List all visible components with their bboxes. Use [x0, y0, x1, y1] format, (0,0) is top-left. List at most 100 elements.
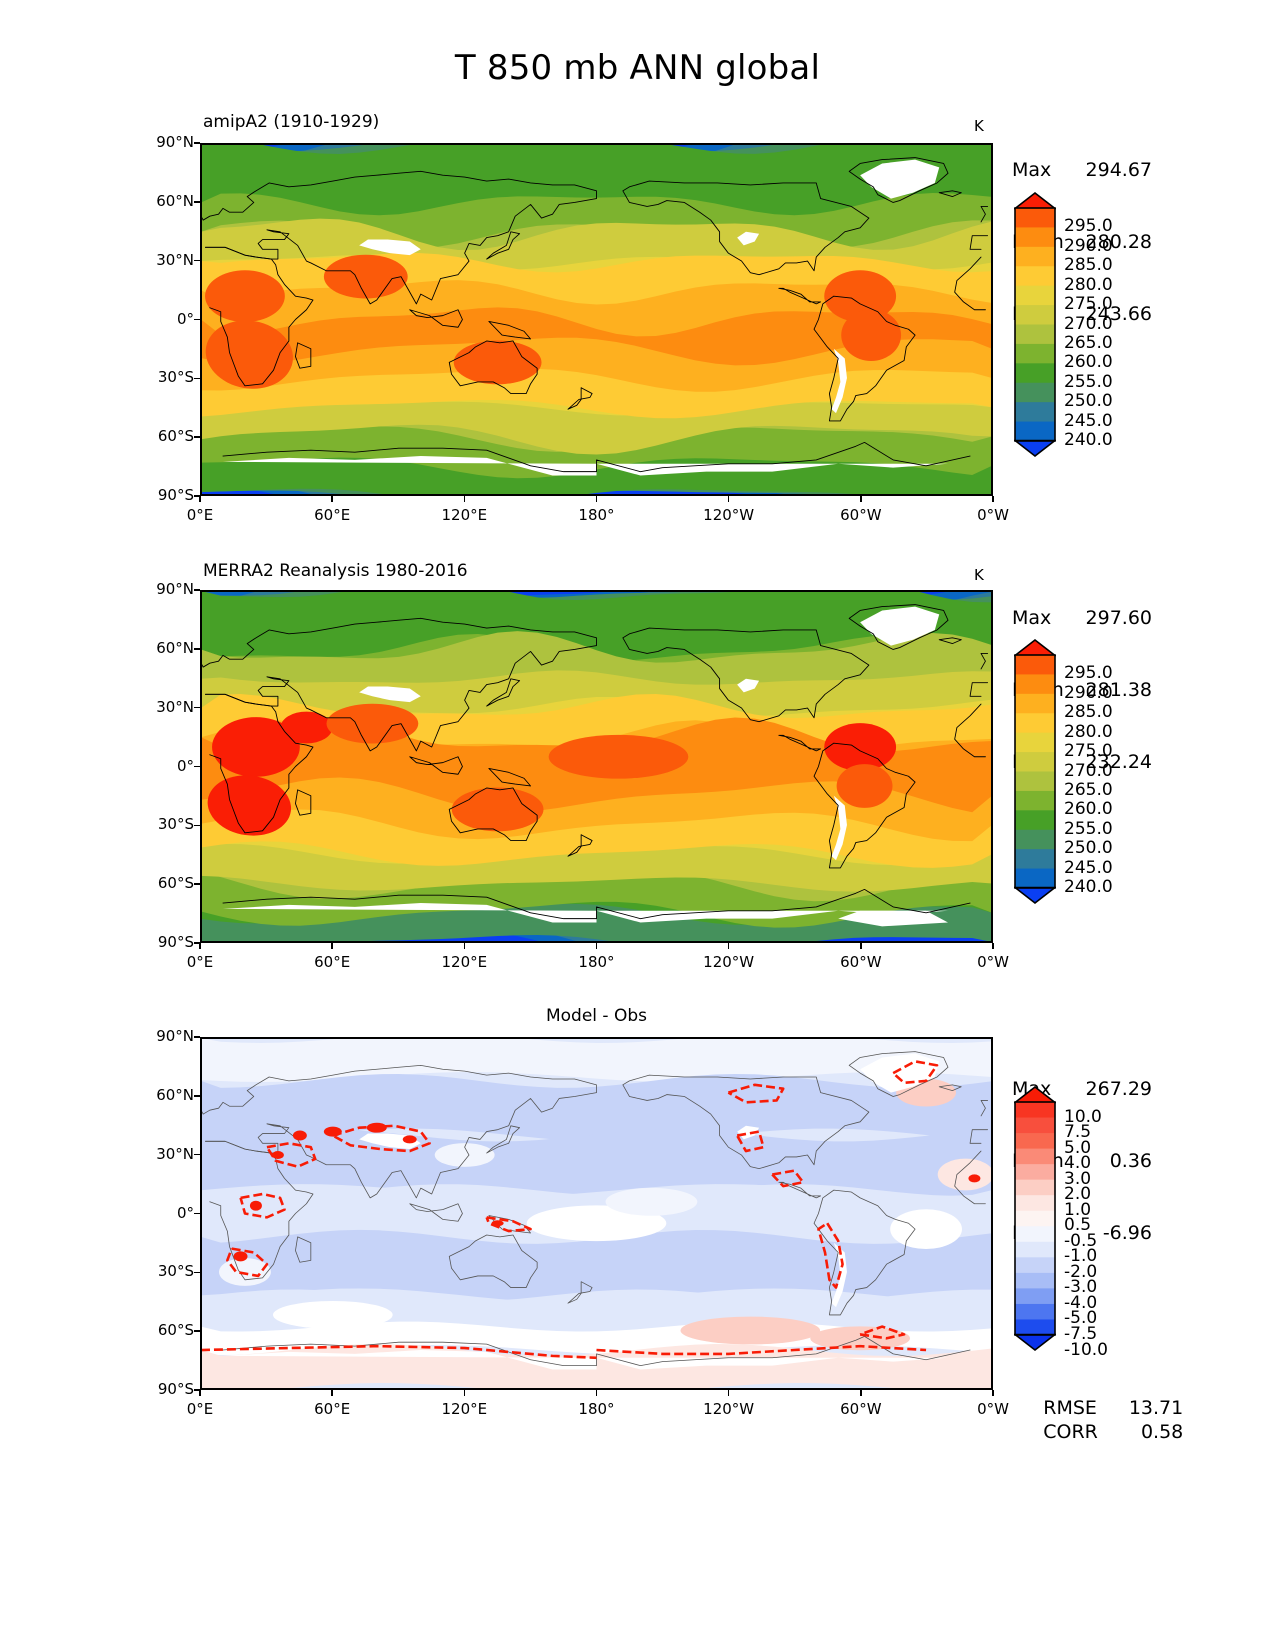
ytick-label-2-1: 60°N [156, 1085, 194, 1104]
map-difference[interactable] [200, 1037, 993, 1390]
colorbar-model[interactable] [1014, 192, 1056, 457]
ytick-mark-1-5 [194, 883, 200, 885]
xtick-label-2-5: 60°W [840, 1400, 882, 1418]
corr-value: 0.58 [1140, 1421, 1184, 1443]
xtick-label-2-1: 60°E [314, 1400, 351, 1418]
xtick-mark-0-4 [727, 496, 730, 502]
xtick-label-0-0: 0°E [186, 506, 214, 524]
ytick-mark-2-6 [194, 1389, 200, 1391]
colorbar-tick-obs-1: 290.0 [1064, 682, 1113, 703]
stats-min-value-model: 243.66 [1085, 303, 1152, 325]
xtick-mark-2-1 [331, 1390, 333, 1396]
colorbar-tick-difference-5: 2.0 [1064, 1184, 1092, 1205]
ytick-mark-2-4 [194, 1271, 200, 1274]
colorbar-tick-difference-1: 7.5 [1064, 1122, 1092, 1143]
colorbar-tick-model-11: 240.0 [1064, 430, 1113, 450]
colorbar-tick-obs-10: 245.0 [1064, 857, 1113, 878]
ytick-mark-0-0 [194, 142, 200, 144]
colorbar-tick-difference-3: 4.0 [1064, 1153, 1092, 1174]
colorbar-difference[interactable] [1014, 1086, 1056, 1351]
colorbar-tick-difference-7: 0.5 [1064, 1215, 1092, 1236]
xtick-mark-0-0 [199, 496, 201, 502]
xtick-mark-2-5 [860, 1390, 862, 1396]
ytick-mark-1-1 [194, 648, 200, 650]
colorbar-tick-obs-2: 285.0 [1064, 702, 1113, 723]
stats-max-label: Max [1012, 159, 1052, 181]
ytick-mark-1-6 [194, 942, 200, 944]
colorbar-tick-model-2: 285.0 [1064, 255, 1113, 276]
colorbar-tick-obs-9: 250.0 [1064, 838, 1113, 859]
ytick-mark-0-2 [194, 259, 200, 262]
units-label-model: K [974, 117, 984, 135]
colorbar-tick-obs-8: 255.0 [1064, 818, 1113, 839]
ytick-label-2-2: 30°N [156, 1144, 194, 1163]
stats-max-value-model: 294.67 [1085, 159, 1152, 181]
colorbar-tick-model-3: 280.0 [1064, 274, 1113, 295]
ytick-label-2-5: 60°S [157, 1321, 194, 1340]
colorbar-tick-model-0: 295.0 [1064, 216, 1113, 237]
ytick-label-0-4: 30°S [157, 368, 194, 387]
xtick-label-2-6: 0°W [977, 1400, 1009, 1418]
xtick-mark-1-5 [860, 943, 862, 949]
ytick-mark-1-0 [194, 589, 200, 591]
xtick-label-2-3: 180° [578, 1400, 615, 1418]
colorbar-tick-difference-6: 1.0 [1064, 1199, 1092, 1220]
stats-max-value-obs: 297.60 [1085, 607, 1152, 629]
ytick-mark-2-0 [194, 1036, 200, 1038]
xtick-label-0-4: 120°W [703, 506, 755, 524]
xtick-label-0-5: 60°W [840, 506, 882, 524]
ytick-label-2-3: 0° [176, 1203, 194, 1222]
colorbar-tick-difference-4: 3.0 [1064, 1168, 1092, 1189]
colorbar-tick-model-4: 275.0 [1064, 294, 1113, 315]
xtick-label-0-3: 180° [578, 506, 615, 524]
xtick-label-0-2: 120°E [441, 506, 488, 524]
corr-label: CORR [1043, 1421, 1098, 1443]
xtick-mark-1-4 [727, 943, 730, 949]
stats-mean-value-obs: 281.38 [1085, 679, 1152, 701]
map-model[interactable] [200, 143, 993, 496]
xtick-mark-1-2 [463, 943, 466, 949]
xtick-mark-1-0 [199, 943, 201, 949]
xtick-label-1-0: 0°E [186, 953, 214, 971]
xtick-mark-0-1 [331, 496, 333, 502]
colorbar-tick-model-5: 270.0 [1064, 313, 1113, 334]
page-title: T 850 mb ANN global [454, 48, 821, 88]
stats-min-value-difference: -6.96 [1102, 1222, 1152, 1244]
colorbar-tick-difference-0: 10.0 [1064, 1106, 1102, 1127]
colorbar-tick-model-6: 265.0 [1064, 332, 1113, 353]
colorbar-tick-difference-9: -1.0 [1064, 1246, 1098, 1267]
colorbar-tick-model-8: 255.0 [1064, 371, 1113, 392]
colorbar-tick-difference-15: -10.0 [1064, 1339, 1108, 1360]
xtick-label-0-1: 60°E [314, 506, 351, 524]
ytick-mark-0-4 [194, 377, 200, 380]
ytick-label-2-0: 90°N [156, 1027, 194, 1045]
xtick-mark-2-4 [727, 1390, 730, 1396]
colorbar-tick-difference-14: -7.5 [1064, 1324, 1098, 1344]
xtick-mark-1-1 [331, 943, 333, 949]
panel-title-model: amipA2 (1910-1929) [203, 112, 380, 132]
xtick-label-1-3: 180° [578, 953, 615, 971]
xtick-label-1-5: 60°W [840, 953, 882, 971]
ytick-label-1-3: 0° [176, 756, 194, 775]
colorbar-tick-model-9: 250.0 [1064, 391, 1113, 412]
colorbar-labels-model: 295.0 290.0 285.0 280.0 275.0 270.0 265.0 260.0… [1064, 192, 1174, 457]
ytick-mark-2-3 [194, 1212, 200, 1215]
colorbar-obs[interactable] [1014, 639, 1056, 904]
ytick-label-1-6: 90°S [157, 933, 194, 951]
rmse-label: RMSE [1043, 1397, 1097, 1419]
ytick-label-2-6: 90°S [157, 1380, 194, 1398]
stats-max-label: Max [1012, 607, 1052, 629]
colorbar-labels-difference: 10.0 7.5 5.0 4.0 3.0 2.0 1.0 0.5 -0.5 -1.0 -2.0 -3.… [1064, 1086, 1174, 1358]
colorbar-tick-obs-11: 240.0 [1064, 877, 1113, 897]
colorbar-tick-obs-5: 270.0 [1064, 760, 1113, 781]
ytick-label-0-2: 30°N [156, 250, 194, 269]
xtick-label-1-2: 120°E [441, 953, 488, 971]
map-obs[interactable] [200, 590, 993, 943]
xtick-label-2-0: 0°E [186, 1400, 214, 1418]
ytick-mark-0-3 [194, 318, 200, 321]
colorbar-tick-obs-3: 280.0 [1064, 721, 1113, 742]
ytick-label-0-0: 90°N [156, 133, 194, 151]
panel-title-obs: MERRA2 Reanalysis 1980-2016 [203, 561, 468, 581]
units-label-obs: K [974, 566, 984, 584]
